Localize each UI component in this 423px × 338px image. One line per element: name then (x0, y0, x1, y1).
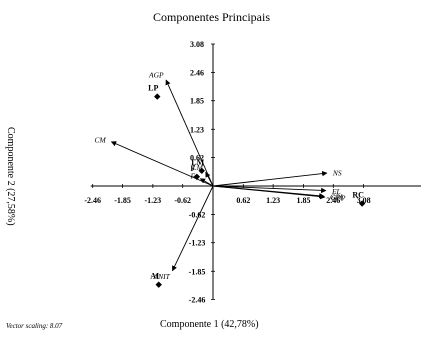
point-lm (198, 167, 205, 174)
y-tick-label: -0.62 (189, 211, 206, 220)
x-axis-label: Componente 1 (42,78%) (160, 319, 259, 330)
vector-el (212, 185, 327, 194)
point-rc (358, 200, 366, 207)
vector-scaling-note: Vector scaling: 8.07 (6, 322, 63, 330)
x-tick-label: -2.46 (84, 196, 101, 205)
vector-label-f: F (190, 172, 196, 181)
y-tick-label: 1.85 (190, 97, 204, 106)
x-tick-label: -1.23 (145, 196, 162, 205)
vector-agp (165, 79, 214, 187)
vector-label-gpl: GPL (330, 193, 344, 202)
vector-f (199, 178, 214, 187)
x-tick-label: 0.62 (236, 196, 250, 205)
point-label-lp: LP (148, 84, 158, 93)
y-tick-label: 3.08 (190, 40, 204, 49)
vector-label-gpp: GPP (331, 194, 346, 203)
vector-label-ns: NS (332, 168, 342, 177)
point-lp (154, 93, 161, 100)
point-label-lm: LM (191, 158, 204, 167)
chart-title: Componentes Principais (153, 10, 270, 24)
y-tick-label: -1.23 (189, 239, 206, 248)
x-tick-label: -1.85 (114, 196, 131, 205)
vector-label-lm: LM (191, 163, 203, 172)
vector-gpl (212, 185, 325, 199)
y-tick-label: -1.85 (189, 267, 206, 276)
axes: -2.46 -1.85 -1.23 -0.62 0.62 1.23 1.85 2.46 3.08… (84, 40, 421, 304)
point-label-f: F (190, 164, 195, 173)
point-f (193, 173, 201, 180)
y-tick-label: 1.23 (190, 125, 204, 134)
vector-lm (205, 171, 214, 187)
vector-label-agp: AGP (148, 70, 164, 79)
point-label-ai: AI (150, 272, 159, 281)
vector-label-anit: ANIT (153, 272, 171, 281)
vector-label-el: EL (331, 187, 341, 196)
vector-label-cm: CM (95, 135, 107, 144)
x-tick-label: 2.46 (326, 196, 340, 205)
point-ai (155, 281, 162, 288)
y-tick-label: 2.46 (190, 69, 204, 78)
y-tick-label: 0.62 (190, 153, 204, 162)
point-label-rc: RC (352, 191, 364, 200)
y-axis-label: Componente 2 (27,58%) (5, 127, 16, 226)
y-tick-label: -2.46 (189, 295, 206, 304)
vector-ns (212, 170, 328, 187)
x-tick-label: 3.08 (357, 196, 371, 205)
x-tick-label: 1.23 (266, 196, 280, 205)
vector-anit (172, 185, 214, 272)
x-tick-label: 1.85 (296, 196, 310, 205)
x-tick-label: -0.62 (174, 196, 191, 205)
